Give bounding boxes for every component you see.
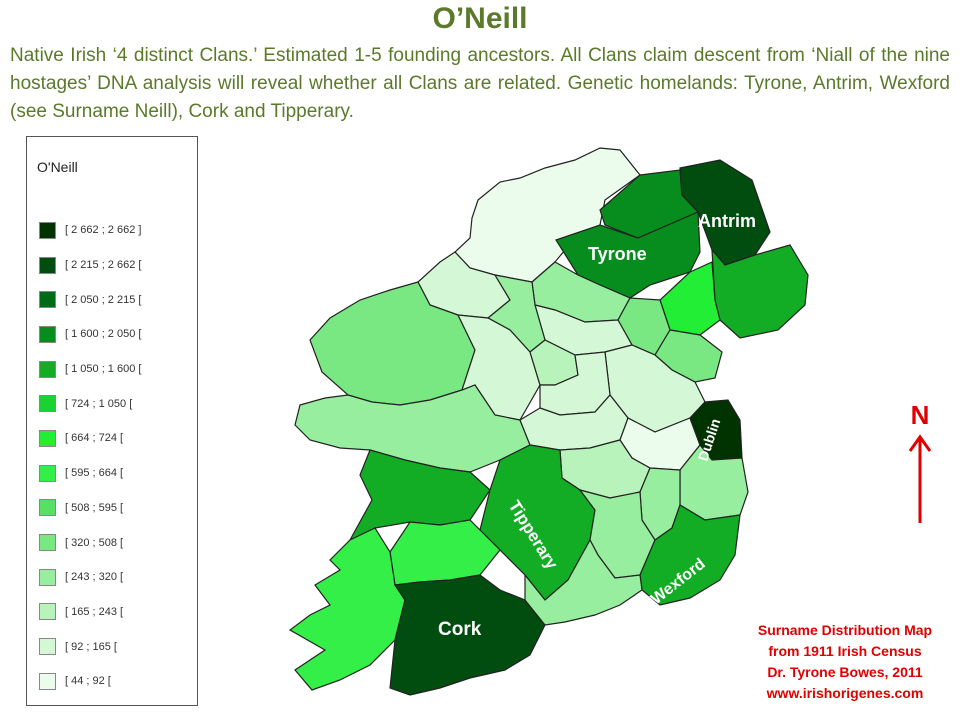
legend-swatch xyxy=(39,395,56,413)
legend-label: [ 243 ; 320 [ xyxy=(65,571,124,584)
legend-item: [ 243 ; 320 [ xyxy=(39,560,141,595)
legend-swatch xyxy=(39,256,56,274)
legend-item: [ 2 662 ; 2 662 ] xyxy=(39,213,141,248)
legend-swatch xyxy=(39,672,56,690)
legend-item: [ 1 600 ; 2 050 [ xyxy=(39,317,141,352)
legend-label: [ 664 ; 724 [ xyxy=(65,432,124,445)
legend-label: [ 508 ; 595 [ xyxy=(65,501,124,514)
credit-line: Surname Distribution Map xyxy=(757,622,933,638)
legend-label: [ 2 215 ; 2 662 [ xyxy=(65,259,142,272)
legend-title: O'Neill xyxy=(37,159,78,175)
legend-label: [ 2 050 ; 2 215 [ xyxy=(65,293,142,306)
legend-label: [ 724 ; 1 050 [ xyxy=(65,397,133,410)
legend-item: [ 724 ; 1 050 [ xyxy=(39,386,141,421)
legend-item: [ 92 ; 165 [ xyxy=(39,629,141,664)
page-title: O’Neill xyxy=(432,2,528,35)
county-wexford xyxy=(639,504,741,606)
north-arrow: N xyxy=(900,400,940,531)
legend-item: [ 664 ; 724 [ xyxy=(39,421,141,456)
north-letter: N xyxy=(910,400,930,430)
county-waterford xyxy=(524,538,643,626)
north-arrow-icon xyxy=(908,434,932,523)
legend-label: [ 320 ; 508 [ xyxy=(65,536,124,549)
legend-item: [ 2 050 ; 2 215 [ xyxy=(39,282,141,317)
legend-label: [ 1 600 ; 2 050 [ xyxy=(65,328,142,341)
legend-label: [ 2 662 ; 2 662 ] xyxy=(65,224,142,237)
legend-swatch xyxy=(39,360,56,378)
county-cork xyxy=(389,574,546,696)
legend-swatch xyxy=(39,429,56,447)
legend-swatch xyxy=(39,499,56,517)
legend-list: [ 2 662 ; 2 662 ] [ 2 215 ; 2 662 [ [ 2 … xyxy=(39,213,141,699)
map-label-tyrone: Tyrone xyxy=(588,244,647,264)
map-legend: O'Neill [ 2 662 ; 2 662 ] [ 2 215 ; 2 66… xyxy=(26,136,198,706)
credit-line: from 1911 Irish Census xyxy=(768,643,922,659)
legend-swatch xyxy=(39,325,56,343)
legend-swatch xyxy=(39,603,56,621)
legend-swatch xyxy=(39,568,56,586)
legend-label: [ 92 ; 165 [ xyxy=(65,640,117,653)
legend-item: [ 44 ; 92 [ xyxy=(39,664,141,699)
legend-item: [ 165 ; 243 [ xyxy=(39,595,141,630)
legend-swatch xyxy=(39,534,56,552)
legend-item: [ 508 ; 595 [ xyxy=(39,491,141,526)
legend-item: [ 2 215 ; 2 662 [ xyxy=(39,248,141,283)
surname-description: Native Irish ‘4 distinct Clans.’ Estimat… xyxy=(10,45,950,122)
legend-label: [ 1 050 ; 1 600 [ xyxy=(65,363,142,376)
legend-swatch xyxy=(39,638,56,656)
legend-item: [ 1 050 ; 1 600 [ xyxy=(39,352,141,387)
credit-line: Dr. Tyrone Bowes, 2011 xyxy=(767,664,923,680)
legend-swatch xyxy=(39,291,56,309)
legend-swatch xyxy=(39,221,56,239)
map-label-cork: Cork xyxy=(438,619,482,640)
credit-website: www.irishorigenes.com xyxy=(766,685,924,701)
map-label-antrim: Antrim xyxy=(698,211,756,231)
legend-swatch xyxy=(39,464,56,482)
legend-item: [ 595 ; 664 [ xyxy=(39,456,141,491)
legend-label: [ 165 ; 243 [ xyxy=(65,605,124,618)
legend-item: [ 320 ; 508 [ xyxy=(39,525,141,560)
county-kerry xyxy=(288,527,406,691)
legend-label: [ 44 ; 92 [ xyxy=(65,675,111,688)
legend-label: [ 595 ; 664 [ xyxy=(65,467,124,480)
map-credits: Surname Distribution Map from 1911 Irish… xyxy=(735,620,955,704)
